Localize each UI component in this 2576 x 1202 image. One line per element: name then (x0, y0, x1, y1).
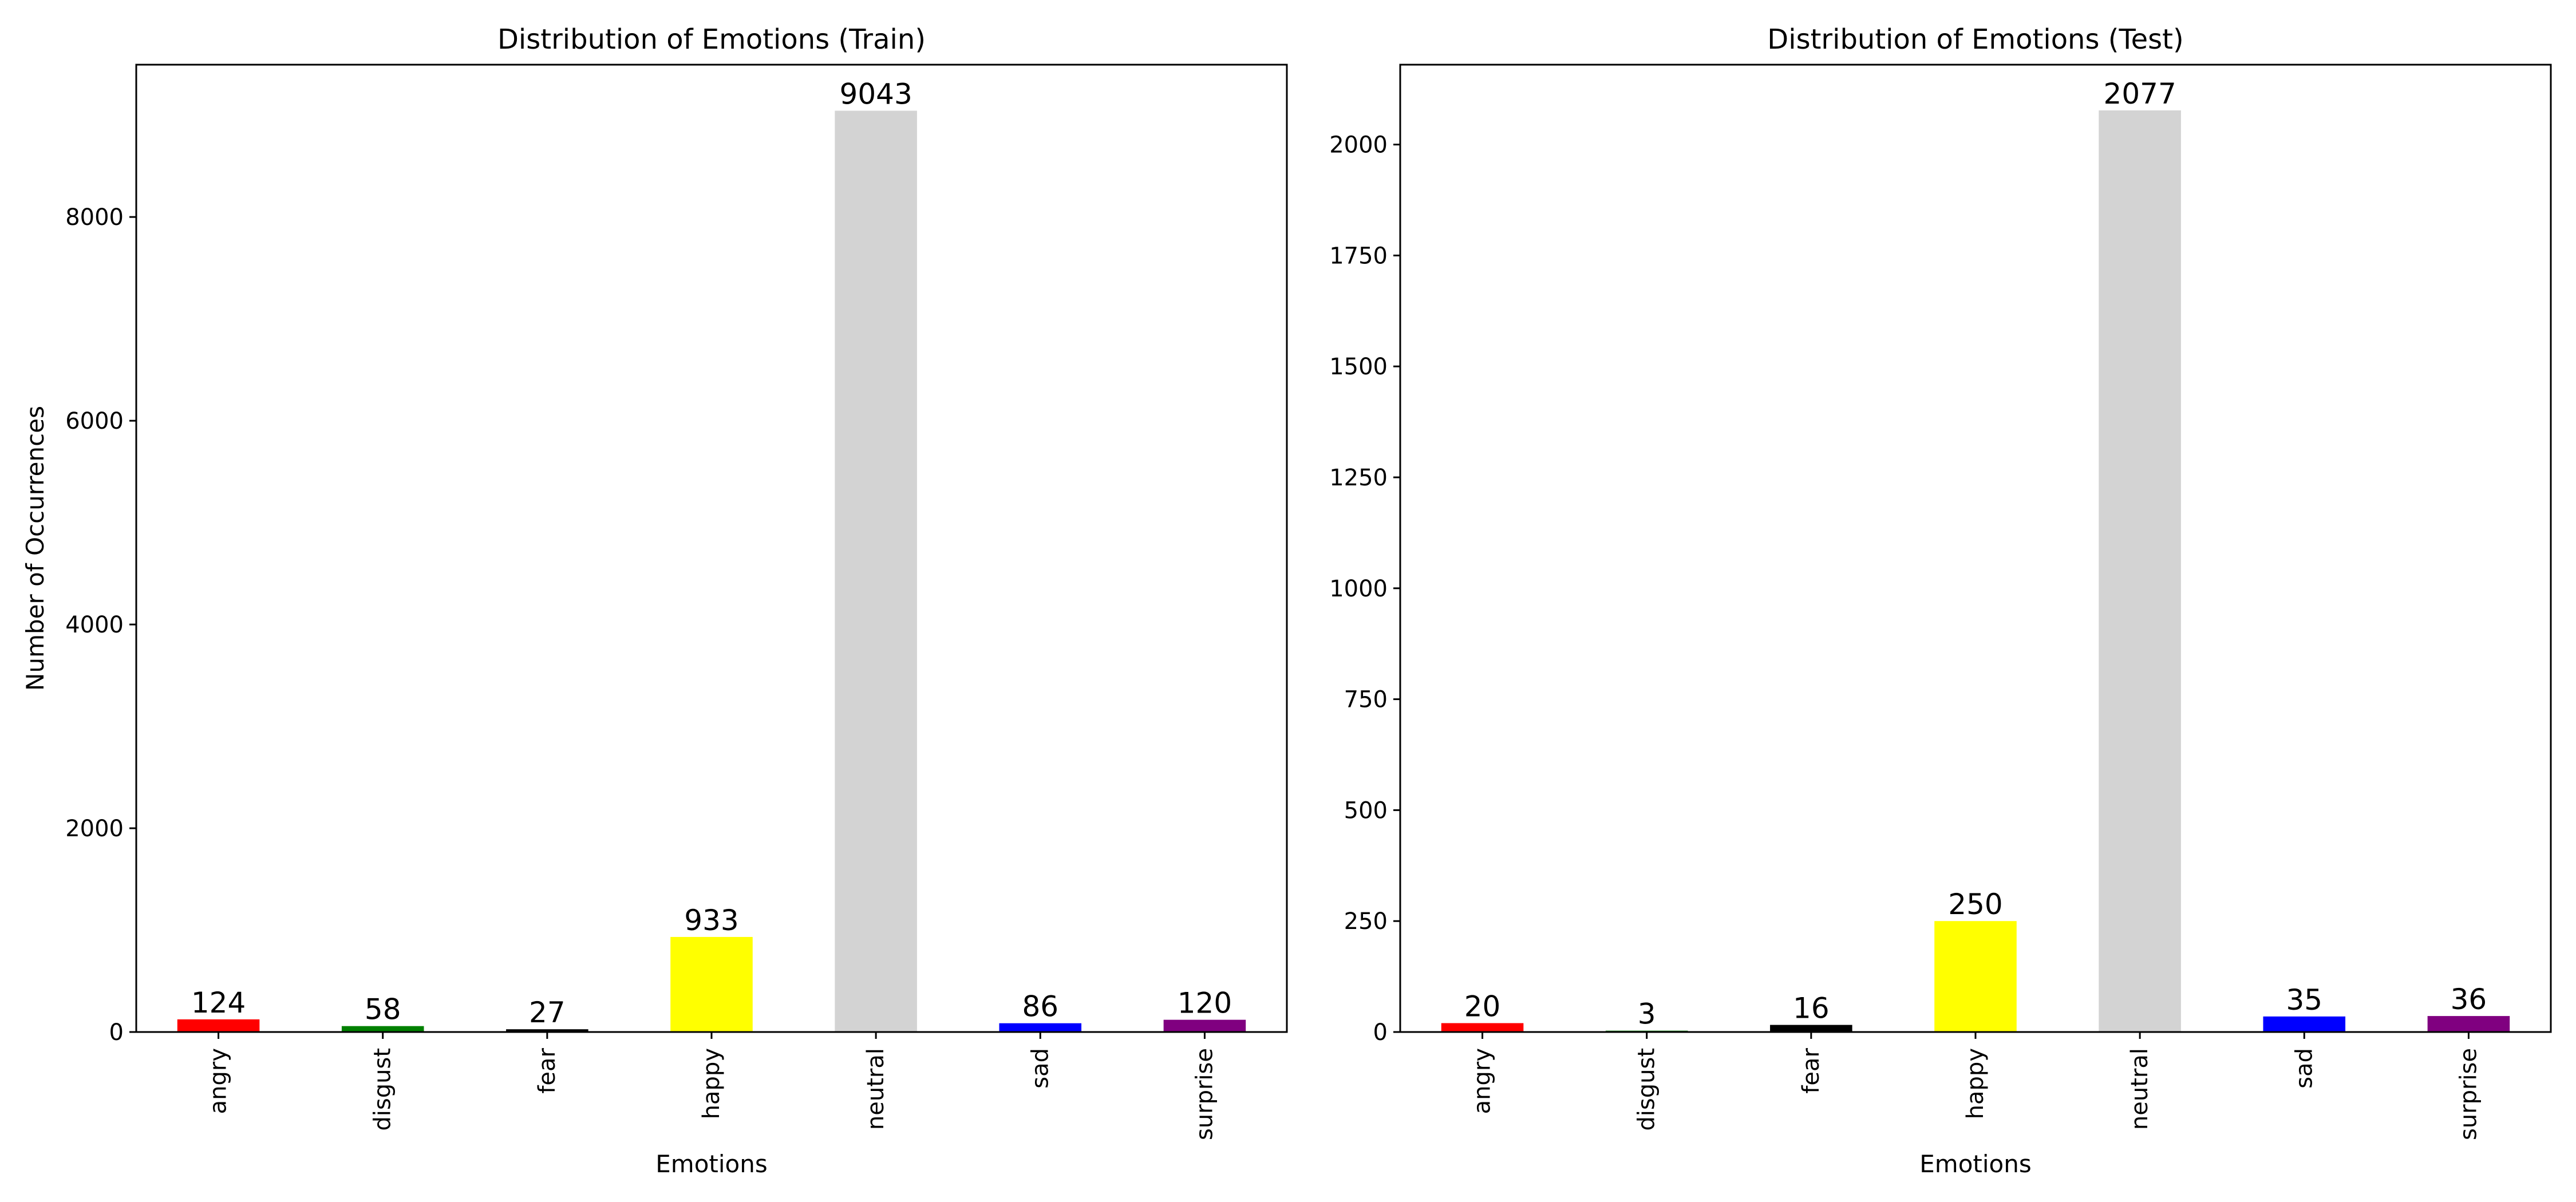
x-tick-label: angry (1469, 1048, 1496, 1114)
y-ticks-train: 0 2000 4000 6000 8000 (65, 204, 136, 1046)
chart-title: Distribution of Emotions (Train) (497, 23, 926, 56)
y-tick-label: 2000 (65, 816, 124, 842)
value-label-neutral: 2077 (2104, 77, 2176, 110)
x-tick-label: happy (1962, 1048, 1989, 1119)
value-label-happy: 933 (684, 904, 738, 937)
y-tick-label: 1500 (1329, 354, 1388, 380)
bar-neutral (835, 110, 917, 1032)
value-label-happy: 250 (1948, 888, 2002, 921)
y-tick-label: 8000 (65, 204, 124, 231)
y-tick-label: 1000 (1329, 576, 1388, 602)
chart-title: Distribution of Emotions (Test) (1767, 23, 2183, 56)
bar-surprise (1163, 1019, 1246, 1032)
bars-train (177, 110, 1246, 1032)
y-tick-label: 4000 (65, 612, 124, 638)
value-label-surprise: 36 (2451, 983, 2487, 1016)
y-tick-label: 250 (1344, 908, 1388, 935)
bar-angry (1441, 1023, 1524, 1032)
x-tick-label: neutral (863, 1048, 889, 1130)
y-ticks-test: 0 250 500 750 1000 1250 1500 1750 2000 (1329, 132, 1400, 1046)
x-tick-label: sad (2291, 1048, 2317, 1089)
y-tick-label: 2000 (1329, 132, 1388, 159)
x-tick-label: fear (534, 1047, 560, 1093)
bar-happy (670, 936, 753, 1032)
bar-happy (1934, 921, 2017, 1032)
value-label-fear: 27 (529, 996, 566, 1029)
bar-sad (999, 1023, 1082, 1032)
chart-train: Distribution of Emotions (Train) 0 2000 40… (21, 23, 1288, 1178)
x-ticks-train: angry disgust fear happy neutral sad surprise (206, 1032, 1218, 1140)
x-tick-label: sad (1027, 1048, 1053, 1089)
value-label-angry: 124 (191, 986, 246, 1019)
value-label-surprise: 120 (1178, 987, 1232, 1020)
x-tick-label: surprise (1191, 1048, 1218, 1140)
x-tick-label: angry (206, 1048, 232, 1114)
y-tick-label: 750 (1344, 687, 1388, 713)
x-ticks-test: angry disgust fear happy neutral sad surprise (1469, 1032, 2482, 1140)
bar-surprise (2427, 1016, 2510, 1032)
y-tick-label: 0 (1373, 1019, 1388, 1046)
x-axis-label: Emotions (655, 1150, 767, 1178)
y-tick-label: 1750 (1329, 243, 1388, 269)
x-tick-label: happy (698, 1048, 725, 1119)
x-tick-label: surprise (2455, 1048, 2482, 1140)
value-labels-train: 124 58 27 933 9043 86 120 (191, 77, 1232, 1029)
x-tick-label: neutral (2127, 1048, 2153, 1130)
value-label-sad: 86 (1022, 990, 1058, 1023)
value-label-neutral: 9043 (840, 77, 912, 110)
chart-test: Distribution of Emotions (Test) 0 250 500 7… (1329, 23, 2552, 1178)
bars-test (1441, 110, 2510, 1032)
value-label-fear: 16 (1793, 992, 1830, 1025)
bar-neutral (2099, 110, 2181, 1032)
bar-fear (506, 1029, 588, 1032)
y-tick-label: 1250 (1329, 465, 1388, 491)
x-tick-label: fear (1798, 1047, 1824, 1093)
value-label-disgust: 58 (365, 993, 401, 1026)
bar-fear (1770, 1025, 1852, 1032)
value-label-angry: 20 (1464, 990, 1501, 1023)
value-label-disgust: 3 (1638, 998, 1656, 1031)
y-tick-label: 6000 (65, 408, 124, 434)
x-tick-label: disgust (1634, 1048, 1660, 1131)
bar-disgust (341, 1026, 424, 1032)
bar-angry (177, 1019, 260, 1032)
value-label-sad: 35 (2286, 983, 2322, 1017)
y-axis-label: Number of Occurrences (21, 406, 49, 691)
bar-sad (2263, 1016, 2346, 1032)
x-axis-label: Emotions (1919, 1150, 2031, 1178)
value-labels-test: 20 3 16 250 2077 35 36 (1464, 77, 2487, 1031)
y-tick-label: 0 (109, 1019, 124, 1046)
y-tick-label: 500 (1344, 797, 1388, 824)
x-tick-label: disgust (370, 1048, 396, 1131)
